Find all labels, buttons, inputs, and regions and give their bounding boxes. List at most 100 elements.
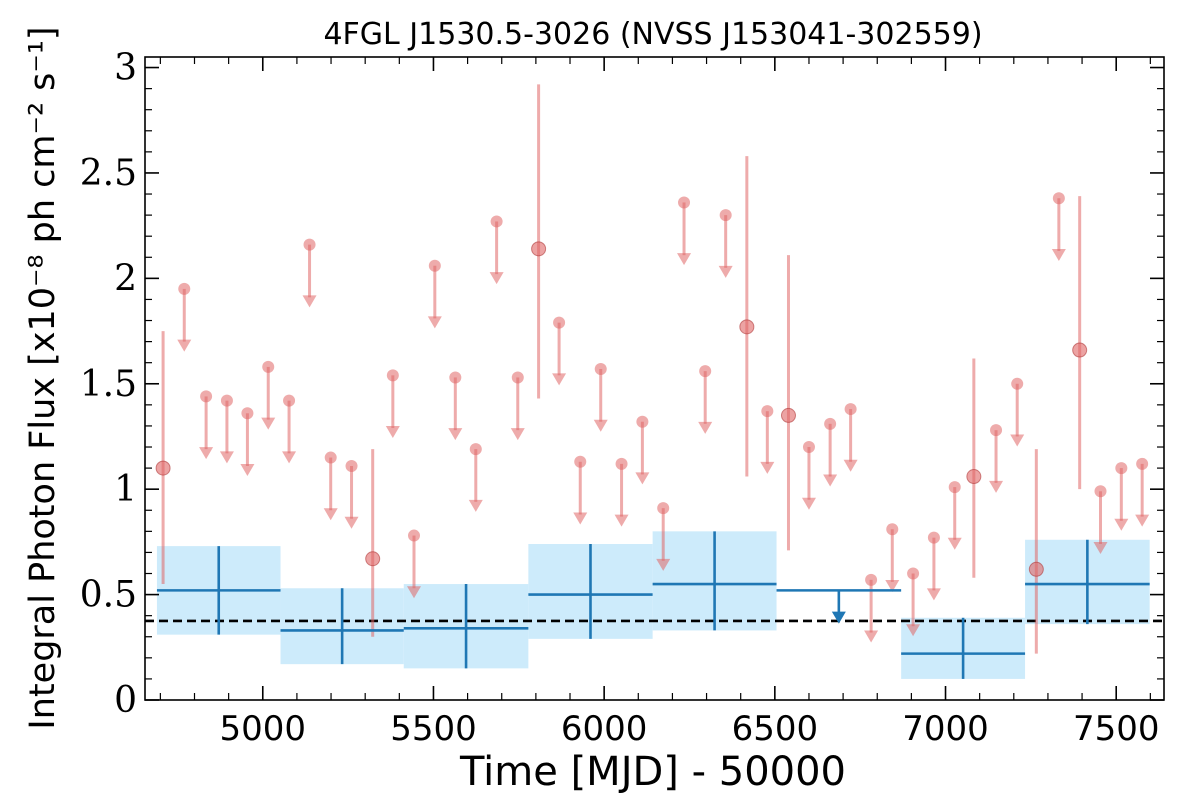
short-upper-limit-marker — [283, 394, 296, 407]
short-detection-point — [1072, 342, 1088, 358]
short-upper-limit-marker — [865, 573, 878, 586]
short-upper-limit-marker — [490, 215, 503, 228]
short-upper-limit-arrow — [989, 480, 1004, 493]
short-upper-limit-marker — [408, 529, 421, 542]
x-axis-label: Time [MJD] - 50000 — [459, 749, 846, 795]
x-tick-label: 6000 — [561, 709, 648, 749]
x-tick-label: 7000 — [902, 709, 989, 749]
short-upper-limit-marker — [178, 282, 191, 295]
short-upper-limit-arrow — [573, 512, 588, 525]
short-upper-limit-arrow — [1051, 248, 1066, 261]
short-upper-limit-marker — [594, 363, 607, 376]
short-upper-limit-marker — [574, 455, 587, 468]
short-detection-point — [966, 469, 982, 485]
y-tick-label: 3 — [114, 48, 137, 89]
short-upper-limit-arrow — [199, 447, 214, 460]
short-upper-limit-marker — [927, 531, 940, 544]
short-upper-limit-marker — [636, 415, 649, 428]
y-axis-label: Integral Photon Flux [x10⁻⁸ ph cm⁻² s⁻¹] — [23, 26, 63, 729]
short-upper-limit-arrow — [1135, 514, 1150, 527]
short-upper-limit-marker — [1011, 377, 1024, 390]
short-upper-limit-arrow — [614, 514, 629, 527]
short-upper-limit-marker — [449, 371, 462, 384]
short-upper-limit-arrow — [718, 265, 733, 278]
short-upper-limit-arrow — [843, 459, 858, 472]
short-upper-limit-arrow — [677, 253, 692, 266]
short-upper-limit-marker — [241, 407, 254, 420]
short-upper-limit-marker — [428, 259, 441, 272]
short-upper-limit-arrow — [864, 630, 879, 643]
short-upper-limit-arrow — [906, 624, 921, 637]
x-tick-label: 7500 — [1073, 709, 1160, 749]
short-upper-limit-marker — [719, 209, 732, 222]
short-upper-limit-arrow — [344, 516, 359, 529]
short-upper-limit-marker — [345, 459, 358, 472]
short-upper-limit-arrow — [593, 419, 608, 432]
short-upper-limit-arrow — [1010, 434, 1025, 447]
short-upper-limit-arrow — [240, 463, 255, 476]
y-tick-label: 1 — [114, 469, 137, 510]
short-upper-limit-marker — [511, 371, 524, 384]
short-upper-limit-marker — [990, 424, 1003, 437]
short-upper-limit-arrow — [656, 558, 671, 571]
short-upper-limit-arrow — [427, 316, 442, 329]
short-detection-point — [780, 407, 796, 423]
short-upper-limit-marker — [1052, 192, 1065, 205]
short-upper-limit-arrow — [177, 339, 192, 352]
short-upper-limit-marker — [469, 443, 482, 456]
short-upper-limit-arrow — [926, 588, 941, 601]
plot-frame — [144, 56, 1165, 701]
y-tick-label: 2 — [114, 258, 137, 299]
short-upper-limit-marker — [386, 369, 399, 382]
short-bin-points — [155, 84, 1150, 654]
short-upper-limit-arrow — [552, 373, 567, 386]
short-upper-limit-marker — [761, 405, 774, 418]
short-upper-limit-arrow — [1093, 541, 1108, 554]
y-tick-label: 2.5 — [80, 153, 137, 194]
short-upper-limit-arrow — [947, 537, 962, 550]
short-upper-limit-marker — [1136, 457, 1149, 470]
short-upper-limit-marker — [262, 360, 275, 373]
short-upper-limit-arrow — [801, 497, 816, 510]
short-upper-limit-arrow — [510, 428, 525, 441]
short-upper-limit-arrow — [885, 579, 900, 592]
short-upper-limit-marker — [1094, 485, 1107, 498]
x-tick-label: 5000 — [220, 709, 307, 749]
short-detection-point — [1028, 561, 1044, 577]
short-detection-point — [155, 460, 171, 476]
short-upper-limit-marker — [802, 441, 815, 454]
y-tick-label: 0 — [114, 680, 137, 721]
short-detection-point — [531, 241, 547, 257]
short-upper-limit-marker — [948, 481, 961, 494]
short-upper-limit-marker — [699, 365, 712, 378]
y-tick-label: 1.5 — [80, 364, 137, 405]
chart-title: 4FGL J1530.5-3026 (NVSS J153041-302559) — [323, 17, 982, 52]
short-upper-limit-arrow — [635, 472, 650, 485]
short-detection-point — [365, 551, 381, 567]
y-tick-label: 0.5 — [80, 575, 137, 616]
short-upper-limit-arrow — [282, 451, 297, 464]
long-upper-limit-arrow — [831, 611, 846, 624]
short-upper-limit-marker — [553, 316, 566, 329]
short-upper-limit-arrow — [302, 295, 317, 308]
short-upper-limit-marker — [844, 403, 857, 416]
short-upper-limit-marker — [907, 567, 920, 580]
short-upper-limit-marker — [657, 502, 670, 515]
short-upper-limit-arrow — [489, 272, 504, 285]
short-upper-limit-marker — [200, 390, 213, 403]
short-upper-limit-marker — [678, 196, 691, 209]
short-upper-limit-marker — [324, 451, 337, 464]
short-upper-limit-arrow — [1114, 518, 1129, 531]
short-upper-limit-arrow — [219, 451, 234, 464]
short-upper-limit-marker — [220, 394, 233, 407]
short-upper-limit-marker — [303, 238, 316, 251]
short-upper-limit-marker — [615, 457, 628, 470]
short-upper-limit-arrow — [468, 499, 483, 512]
short-upper-limit-arrow — [261, 417, 276, 430]
short-upper-limit-arrow — [760, 461, 775, 474]
short-upper-limit-arrow — [823, 474, 838, 487]
x-tick-label: 5500 — [390, 709, 477, 749]
short-upper-limit-marker — [824, 417, 837, 430]
short-upper-limit-arrow — [448, 428, 463, 441]
